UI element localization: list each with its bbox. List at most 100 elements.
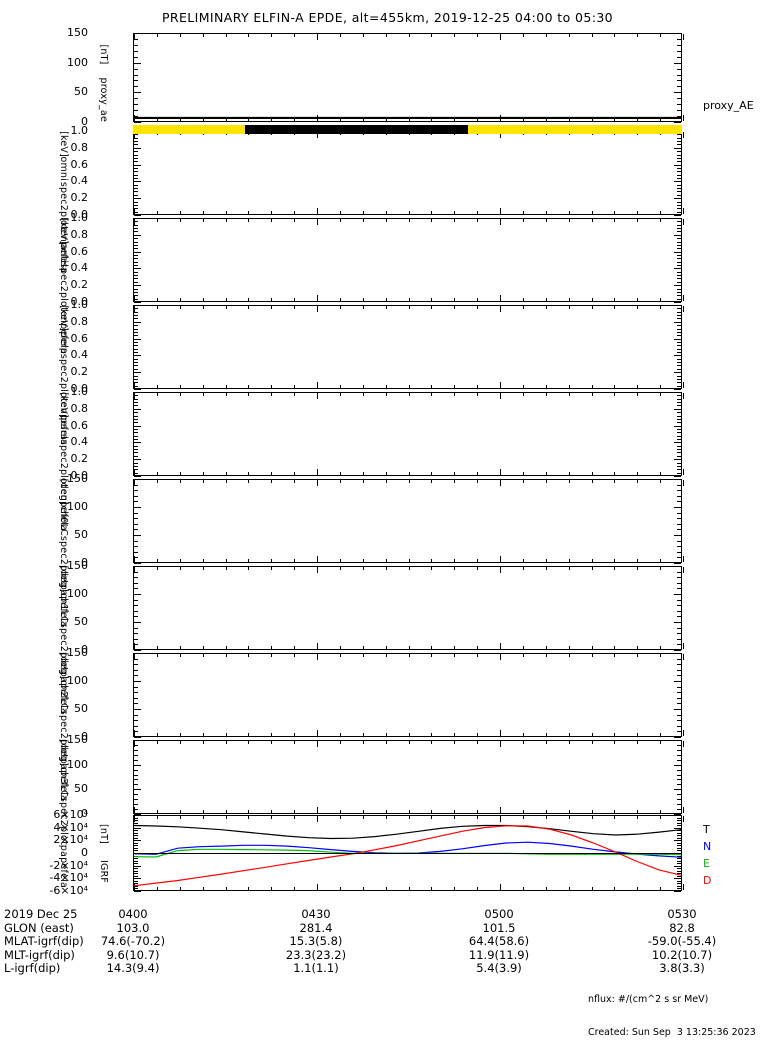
y-tick-minor: [134, 588, 138, 590]
y-tick-label: 0.8: [70, 227, 89, 241]
x-tick-bottom: [568, 646, 570, 649]
y-tick-minor: [134, 779, 138, 781]
y-tick-label: 0.0: [70, 469, 89, 482]
x-tick-top: [271, 816, 273, 819]
status-segment-yellow-left: [133, 125, 245, 134]
panel-en-perp: [133, 305, 684, 390]
x-tick-bottom: [362, 810, 364, 813]
y-tick-right: [674, 650, 681, 651]
y-tick-minor-right: [677, 855, 681, 857]
x-tick-top: [134, 34, 135, 40]
y-tick-minor: [134, 38, 138, 40]
y-tick: [134, 563, 141, 564]
x-tick-bottom: [637, 211, 639, 214]
y-tick-label: 0.4: [70, 174, 89, 188]
x-tick-top: [614, 567, 616, 570]
x-tick-bottom: [545, 646, 547, 649]
y-tick-minor: [134, 675, 138, 677]
x-tick-top: [156, 306, 158, 309]
x-tick-bottom: [477, 385, 479, 388]
y-tick-minor-right: [677, 605, 681, 607]
y-tick: [134, 198, 141, 200]
y-tick-minor-right: [677, 298, 681, 300]
y-tick-minor-right: [677, 271, 681, 273]
x-tick-bottom: [202, 472, 204, 475]
y-tick-minor: [134, 582, 138, 584]
x-tick-bottom: [522, 887, 524, 890]
y-tick-label: -6×10⁴: [49, 884, 88, 897]
axis-title-line: ch1LC: [58, 592, 69, 623]
x-tick-bottom: [545, 887, 547, 890]
y-tick-label: 0.4: [70, 348, 89, 362]
y-tick-minor-right: [677, 644, 681, 646]
y-tick-minor-right: [677, 204, 681, 206]
y-tick-minor: [134, 832, 138, 834]
x-tick-bottom: [202, 887, 204, 890]
x-tick-bottom: [134, 469, 135, 475]
y-tick-minor-right: [677, 141, 681, 143]
x-tick-bottom: [225, 810, 227, 813]
axis-title-line: [nT]: [98, 45, 109, 66]
x-tick-bottom: [614, 211, 616, 214]
y-tick: [134, 285, 141, 287]
x-tick-bottom: [134, 730, 135, 736]
y-tick-label: 0.0: [70, 208, 89, 221]
y-tick-minor: [134, 116, 138, 118]
x-tick-top: [294, 219, 296, 222]
y-tick-minor: [134, 204, 138, 206]
annotation-value: 14.3(9.4): [106, 961, 160, 975]
y-tick-minor: [134, 633, 138, 635]
x-tick-bottom: [454, 559, 456, 562]
x-tick-bottom: [477, 887, 479, 890]
x-tick-bottom: [408, 472, 410, 475]
y-tick-minor-right: [677, 295, 681, 297]
x-tick-top: [545, 393, 547, 396]
y-tick-minor-right: [677, 664, 681, 666]
y-tick-minor: [134, 174, 138, 176]
axis-title-line: pa: [58, 844, 69, 857]
x-tick-bottom: [362, 472, 364, 475]
y-tick: [134, 814, 141, 815]
x-tick-top: [431, 480, 433, 483]
x-tick-top: [500, 393, 501, 399]
y-tick: [134, 251, 141, 253]
annotation-value: 0430: [301, 907, 331, 921]
y-tick: [134, 305, 141, 306]
y-tick-minor-right: [677, 134, 681, 136]
y-tick-minor-right: [677, 184, 681, 186]
x-tick-top: [385, 741, 387, 744]
x-tick-bottom: [591, 118, 593, 121]
x-tick-top: [225, 306, 227, 309]
x-tick-top: [614, 306, 616, 309]
x-tick-bottom: [614, 887, 616, 890]
y-tick-minor: [134, 378, 138, 380]
y-tick-minor-right: [677, 577, 681, 579]
annotation-row-label: GLON (east): [4, 920, 74, 935]
panel-proxy-ae: [133, 33, 684, 123]
y-tick-minor-right: [677, 439, 681, 441]
y-tick-minor: [134, 80, 138, 82]
y-tick-minor: [134, 415, 138, 417]
y-tick: [134, 789, 141, 791]
y-tick-minor: [134, 56, 138, 58]
y-tick: [134, 740, 141, 741]
annotation-row-label: MLAT-igrf(dip): [4, 934, 84, 948]
y-tick: [134, 181, 141, 183]
y-tick: [134, 737, 141, 738]
x-tick-top: [660, 306, 662, 309]
x-tick-top: [591, 306, 593, 309]
y-tick-minor: [134, 495, 138, 497]
y-tick-minor: [134, 325, 138, 327]
x-tick-bottom: [591, 472, 593, 475]
x-tick-top: [134, 567, 135, 573]
x-tick-top: [179, 816, 181, 819]
x-tick-top: [454, 654, 456, 657]
x-tick-top: [683, 816, 684, 822]
x-tick-bottom: [408, 118, 410, 121]
y-tick-minor: [134, 697, 138, 699]
y-tick-minor: [134, 258, 138, 260]
y-tick-right: [674, 535, 681, 536]
x-tick-top: [660, 741, 662, 744]
x-tick-top: [408, 393, 410, 396]
legend-entry-T: T: [703, 823, 710, 836]
